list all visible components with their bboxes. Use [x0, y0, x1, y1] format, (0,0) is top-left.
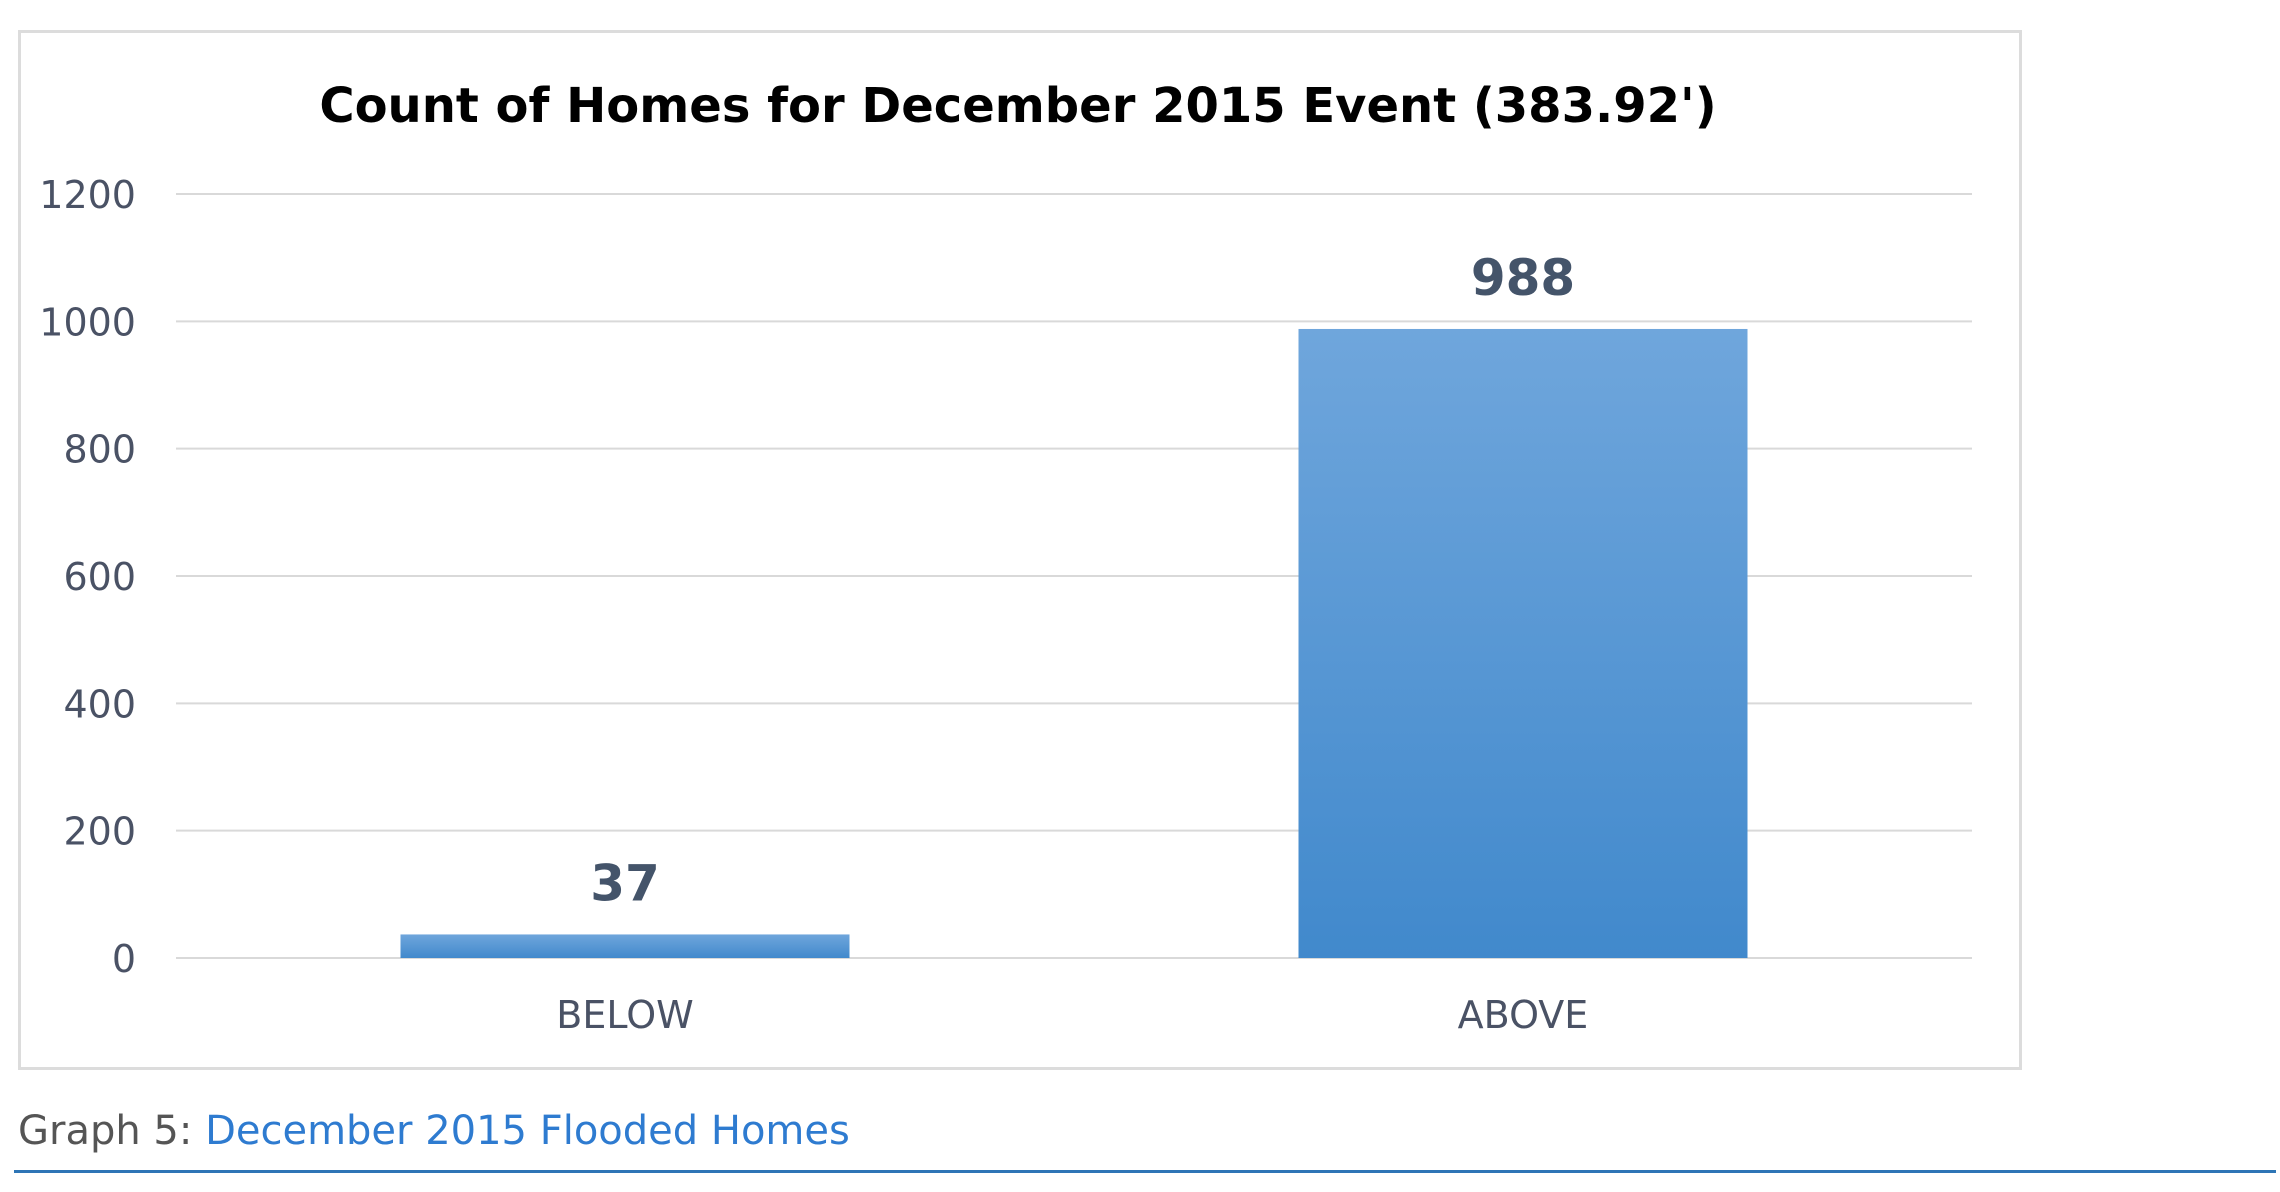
data-labels: 37 988	[590, 249, 1575, 912]
x-tick-label: ABOVE	[1458, 993, 1589, 1037]
data-label: 37	[590, 854, 660, 912]
y-axis-tick-labels: 0 200 400 600 800 1000 1200	[39, 173, 136, 981]
y-tick-label: 0	[112, 937, 136, 981]
caption-prefix: Graph 5:	[18, 1108, 206, 1154]
y-tick-label: 200	[63, 810, 136, 854]
x-axis-tick-labels: BELOW ABOVE	[556, 993, 1588, 1037]
y-tick-label: 1200	[39, 173, 136, 217]
caption-divider	[14, 1170, 2276, 1173]
data-label: 988	[1471, 249, 1575, 307]
bar-below	[400, 934, 850, 958]
bars	[400, 328, 1748, 958]
x-tick-label: BELOW	[556, 993, 693, 1037]
y-tick-label: 400	[63, 682, 136, 726]
y-tick-label: 800	[63, 428, 136, 472]
graph-caption: Graph 5: December 2015 Flooded Homes	[18, 1108, 850, 1154]
bar-above	[1298, 328, 1748, 958]
y-tick-label: 600	[63, 555, 136, 599]
chart-title: Count of Homes for December 2015 Event (…	[319, 78, 1716, 134]
y-tick-label: 1000	[39, 300, 136, 344]
caption-text: December 2015 Flooded Homes	[205, 1108, 850, 1154]
